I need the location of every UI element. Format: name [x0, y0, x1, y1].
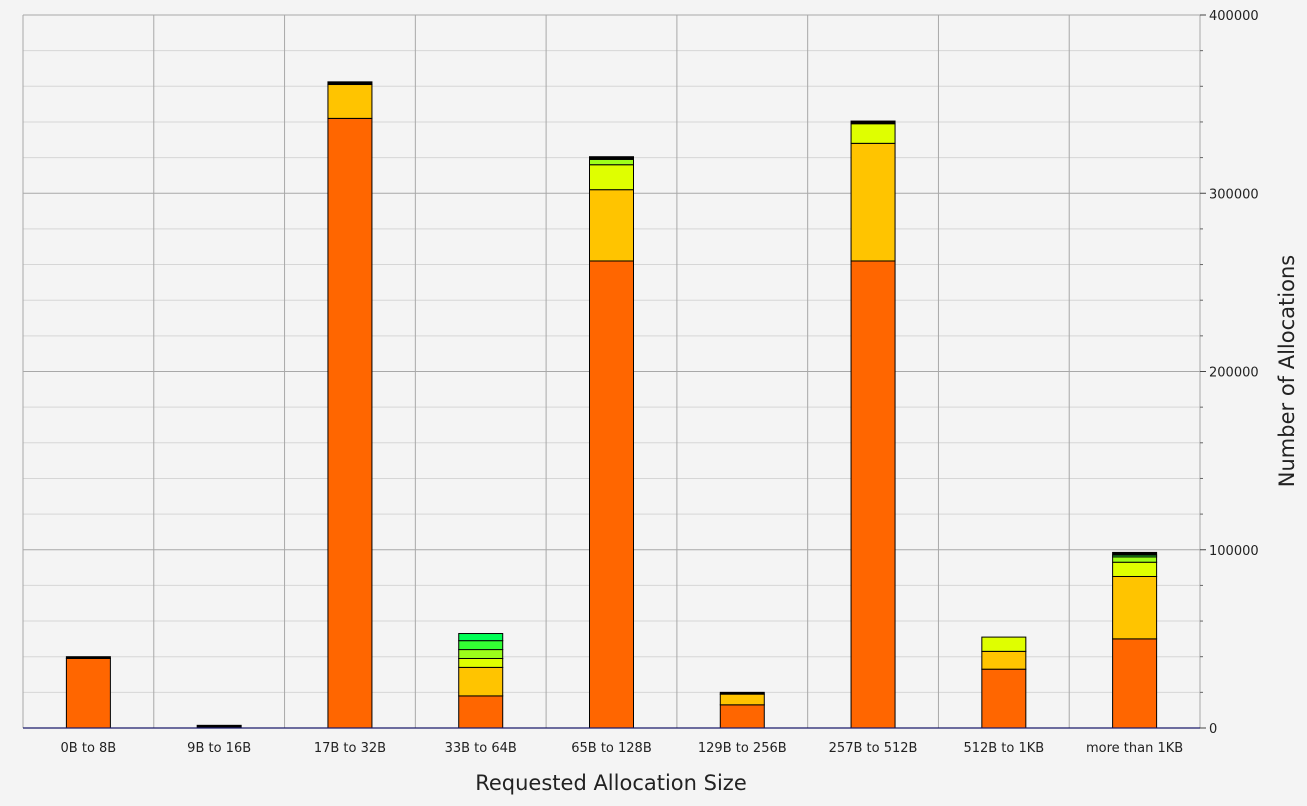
bar-segment [719, 693, 765, 706]
bar-stack [65, 656, 111, 729]
bar-segment [458, 666, 504, 697]
bar-segment [65, 656, 111, 659]
y-tick-label: 400000 [1209, 9, 1259, 24]
bars [65, 81, 1158, 729]
bar-segment [589, 164, 634, 191]
bar-segment [850, 142, 896, 262]
bar-segment [589, 156, 634, 160]
x-tick-label: 17B to 32B [314, 741, 386, 756]
x-tick-label: 512B to 1KB [963, 741, 1044, 756]
bar-segment [589, 189, 634, 262]
x-tick-label: 257B to 512B [829, 741, 918, 756]
y-tick-label: 200000 [1209, 366, 1259, 381]
bar-segment [850, 260, 896, 729]
bar-stack [458, 633, 504, 729]
y-axis-title: Number of Allocations [1275, 255, 1299, 487]
bar-segment [1112, 575, 1158, 640]
x-tick-label: 65B to 128B [571, 741, 652, 756]
bar-segment [589, 158, 634, 166]
bar-segment [589, 260, 634, 729]
bar-segment [850, 123, 896, 144]
bar-segment [981, 636, 1027, 652]
bar-stack [981, 636, 1027, 729]
bar-segment [981, 668, 1027, 729]
bar-segment [458, 633, 504, 642]
y-axis-ticks: 0 100000 200000 300000 400000 [1200, 9, 1259, 737]
bar-segment [1112, 551, 1158, 556]
bar-segment [458, 657, 504, 668]
x-tick-label: more than 1KB [1086, 741, 1183, 756]
bar-stack [850, 120, 896, 729]
bar-segment [327, 81, 373, 86]
bar-segment [1112, 638, 1158, 729]
bar-segment [458, 640, 504, 651]
x-tick-label: 129B to 256B [698, 741, 787, 756]
bar-stack [719, 691, 765, 729]
bar-segment [458, 649, 504, 659]
bar-stack [1112, 551, 1158, 729]
x-axis-ticks: 0B to 8B 9B to 16B 17B to 32B 33B to 64B 65B… [61, 741, 1184, 756]
y-tick-label: 300000 [1209, 187, 1259, 202]
y-tick-label: 100000 [1209, 544, 1259, 559]
x-tick-label: 33B to 64B [445, 741, 517, 756]
bar-segment [1112, 561, 1158, 577]
x-axis-title: Requested Allocation Size [475, 771, 747, 795]
bar-segment [850, 120, 896, 125]
bar-segment [981, 650, 1027, 670]
bar-segment [327, 84, 373, 119]
bar-segment [719, 704, 765, 729]
bar-segment [327, 117, 373, 729]
x-tick-label: 9B to 16B [187, 741, 251, 756]
bar-segment [458, 695, 504, 729]
bar-segment [1112, 556, 1158, 563]
x-tick-label: 0B to 8B [61, 741, 117, 756]
bar-stack [589, 156, 634, 729]
bar-segment [65, 657, 111, 729]
y-tick-label: 0 [1209, 722, 1217, 737]
bar-segment [719, 691, 765, 695]
bar-stack [327, 81, 373, 729]
